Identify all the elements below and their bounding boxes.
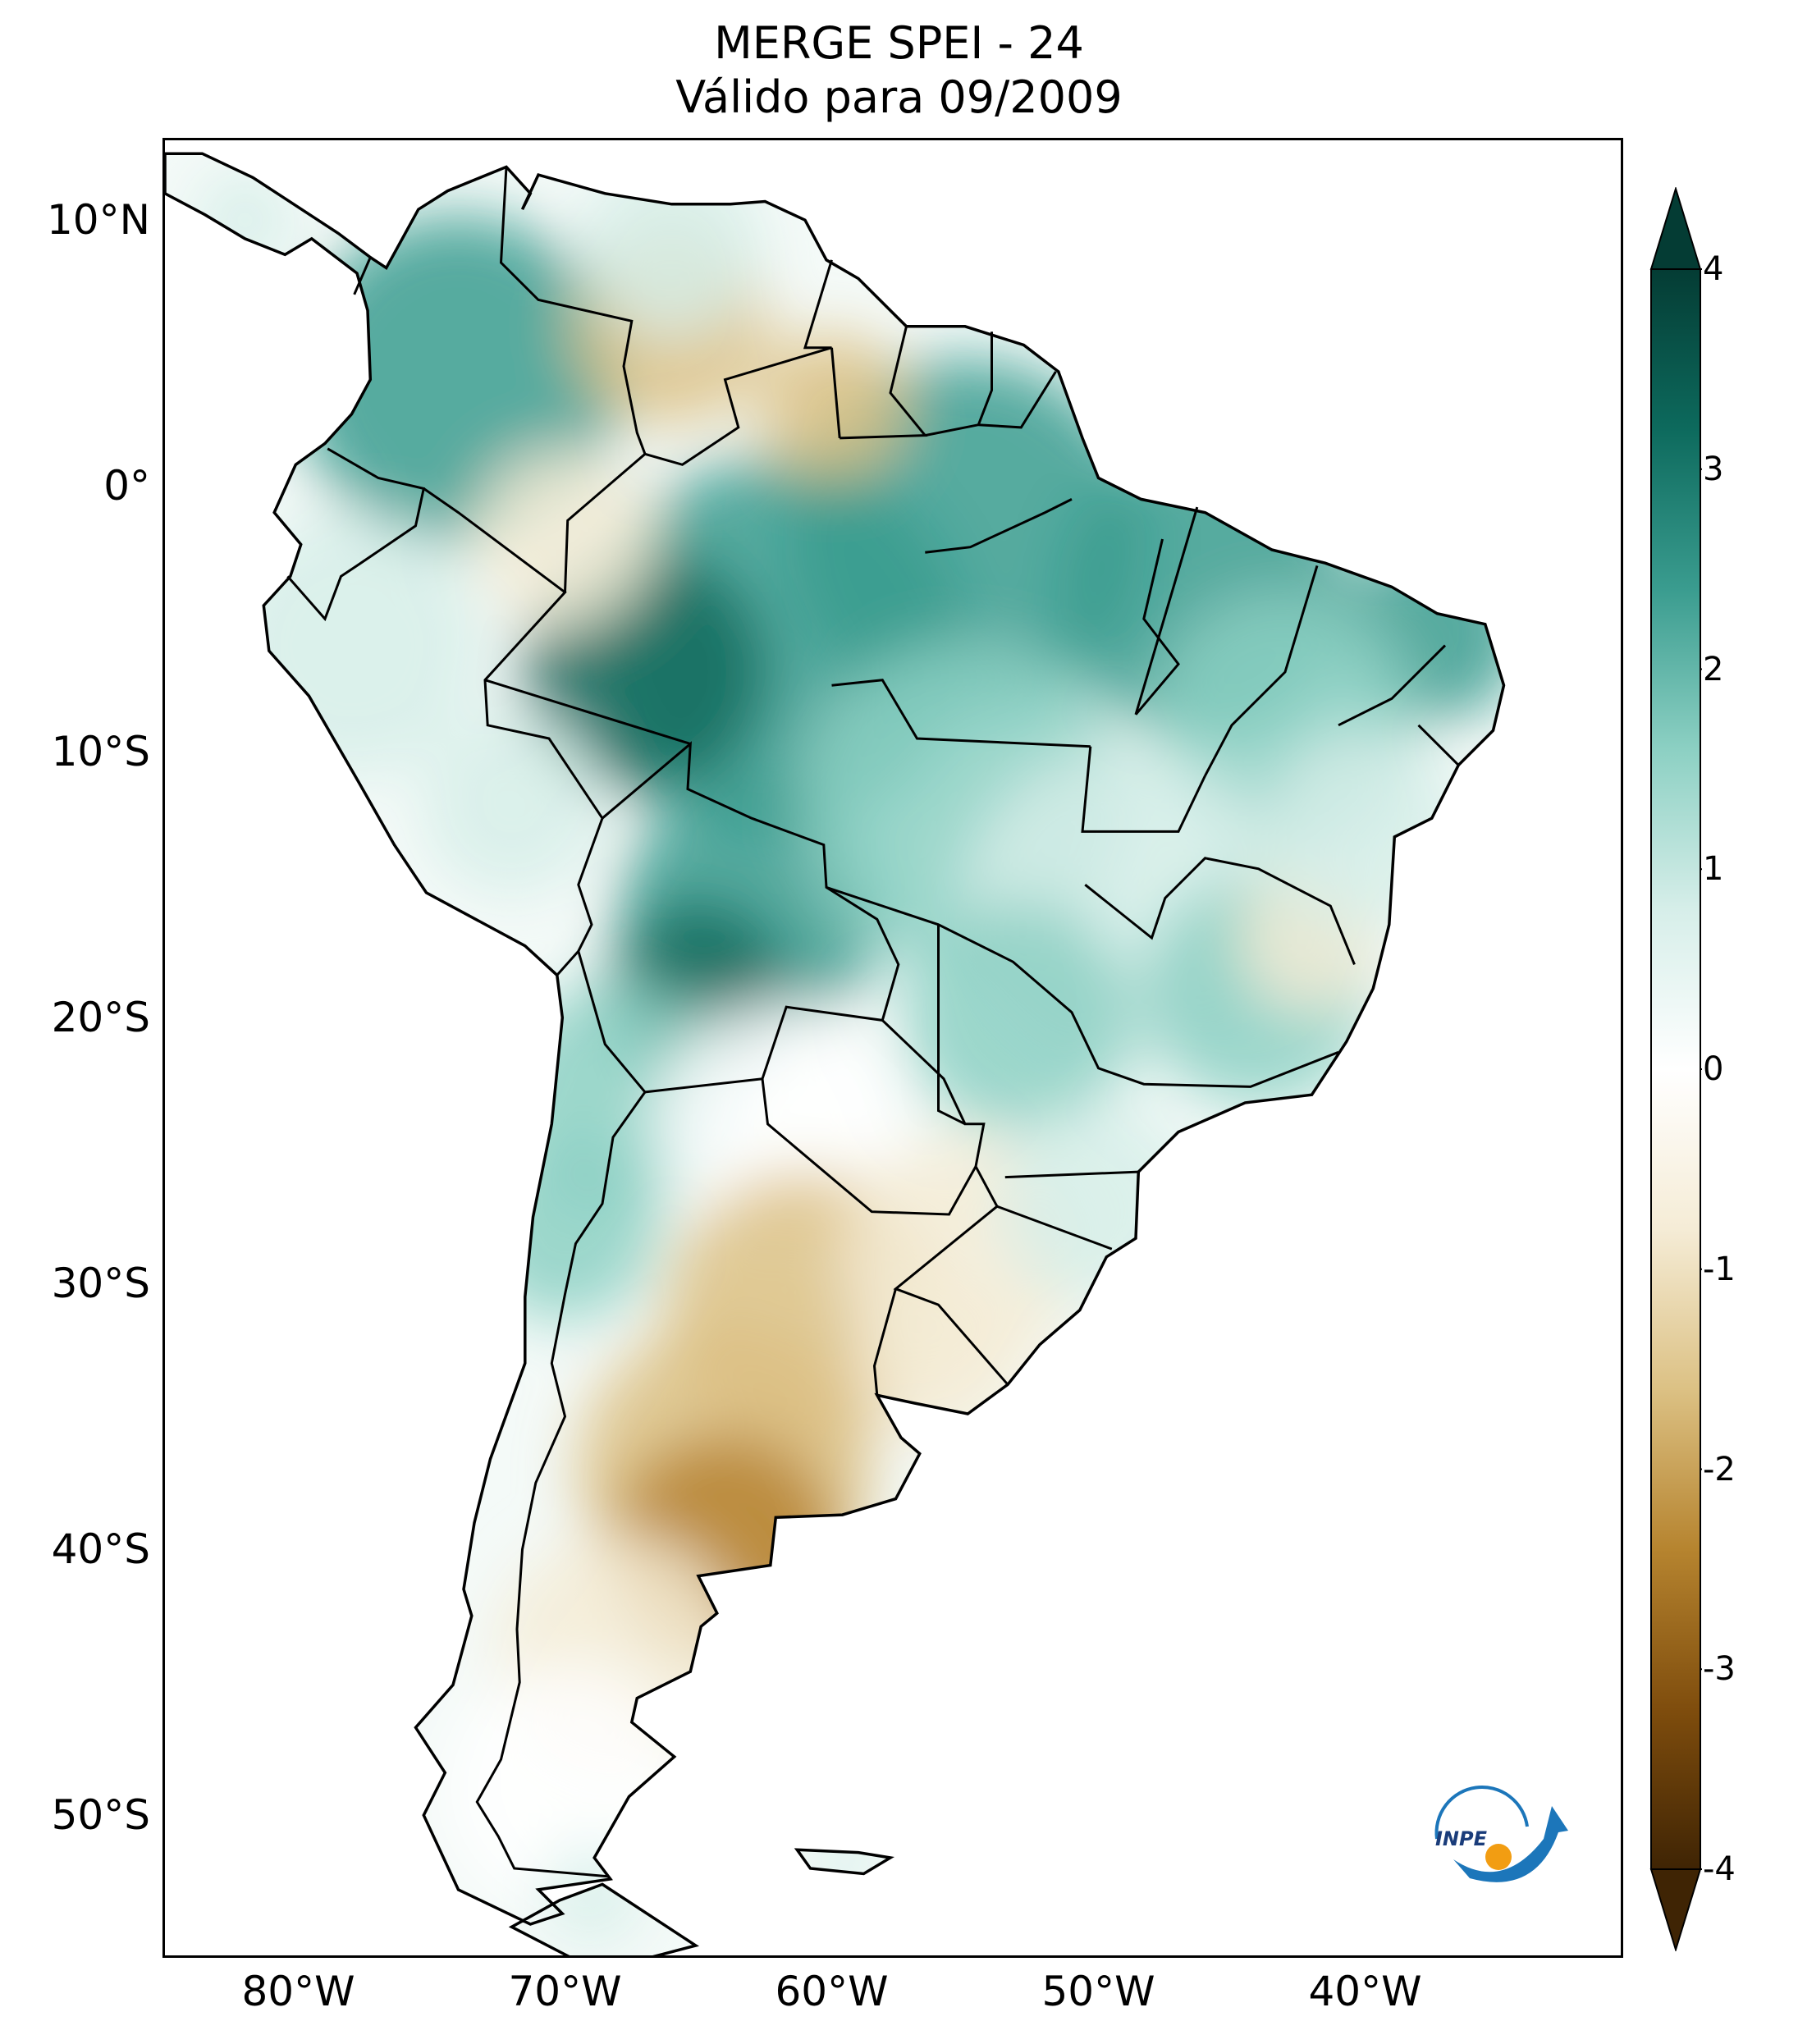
border-line [1084, 857, 1356, 965]
colorbar-tick-label: 0 [1703, 1050, 1724, 1088]
colorbar-tick-label: 4 [1703, 250, 1724, 288]
spei-map: INPE [165, 152, 1568, 1955]
border-line [1338, 644, 1447, 727]
colorbar-bar [1650, 268, 1701, 1870]
border-line [937, 924, 966, 1126]
lat-tick-label: 0° [103, 462, 150, 510]
border-line [475, 1091, 647, 1878]
border-line [925, 498, 1073, 554]
border-line [831, 679, 1091, 748]
border-line [826, 885, 1339, 1088]
spei-anomaly-patch [812, 1827, 878, 1894]
border-line [1417, 724, 1460, 766]
colorbar-tick-label: -2 [1703, 1450, 1736, 1488]
border-line [830, 347, 841, 439]
lat-tick-label: 50°S [51, 1791, 150, 1840]
border-line [499, 167, 647, 455]
spei-field [165, 153, 1504, 1955]
spei-anomaly-patch [220, 514, 483, 777]
colorbar-tick-label: 1 [1703, 850, 1724, 889]
border-line [1081, 746, 1206, 833]
colorbar-tick-label: -3 [1703, 1650, 1736, 1689]
spei-anomaly-patch [195, 171, 295, 270]
chart-title: MERGE SPEI - 24 [714, 17, 1084, 69]
spei-anomaly-patch [1266, 733, 1464, 931]
lon-tick-label: 80°W [241, 1968, 355, 2015]
border-line [996, 1205, 1113, 1251]
chart-subtitle: Válido para 09/2009 [675, 71, 1123, 123]
spei-anomaly-patch [757, 332, 906, 480]
spei-anomaly-patch [581, 156, 762, 337]
lat-tick-label: 40°S [51, 1525, 150, 1574]
colorbar-tick-label: -1 [1703, 1250, 1736, 1288]
coastline [165, 152, 1506, 1955]
colorbar-tick-label: 3 [1703, 450, 1724, 488]
spei-anomaly-patch [904, 903, 1133, 1133]
border-line [1134, 506, 1199, 716]
lon-tick-label: 70°W [508, 1968, 622, 2015]
lon-tick-label: 40°W [1308, 1968, 1422, 2015]
lat-tick-label: 10°S [51, 728, 150, 776]
border-line [353, 257, 372, 295]
border-line [1134, 538, 1180, 716]
lat-tick-label: 10°N [46, 196, 150, 245]
border-line [1204, 565, 1319, 777]
border-line [872, 1288, 897, 1396]
spei-anomaly-patch [421, 715, 602, 895]
border-line [286, 447, 426, 622]
spei-anomaly-patch [542, 1845, 641, 1945]
lat-tick-label: 20°S [51, 994, 150, 1042]
border-line [840, 326, 928, 440]
border-line [423, 487, 604, 976]
border-line [484, 679, 691, 745]
border-line [644, 259, 833, 466]
state-borders [286, 167, 1460, 1878]
map-panel: INPE [162, 138, 1623, 1958]
border-line [925, 371, 1057, 437]
colorbar-extend-top [1649, 187, 1702, 270]
lon-tick-label: 60°W [775, 1968, 889, 2015]
spei-anomaly-patch [474, 449, 656, 629]
inpe-logo: INPE [1434, 1786, 1568, 1882]
border-line [977, 332, 993, 426]
border-line [577, 741, 900, 1094]
colorbar-tick-label: -4 [1703, 1850, 1736, 1888]
lon-tick-label: 50°W [1041, 1968, 1155, 2015]
colorbar-extend-bottom [1649, 1868, 1702, 1951]
inpe-logo-text: INPE [1435, 1827, 1488, 1850]
border-line [564, 453, 646, 592]
colorbar-tick-label: 2 [1703, 650, 1724, 688]
colorbar [1649, 187, 1702, 1951]
border-line [1004, 1170, 1139, 1179]
lat-tick-label: 30°S [51, 1260, 150, 1308]
